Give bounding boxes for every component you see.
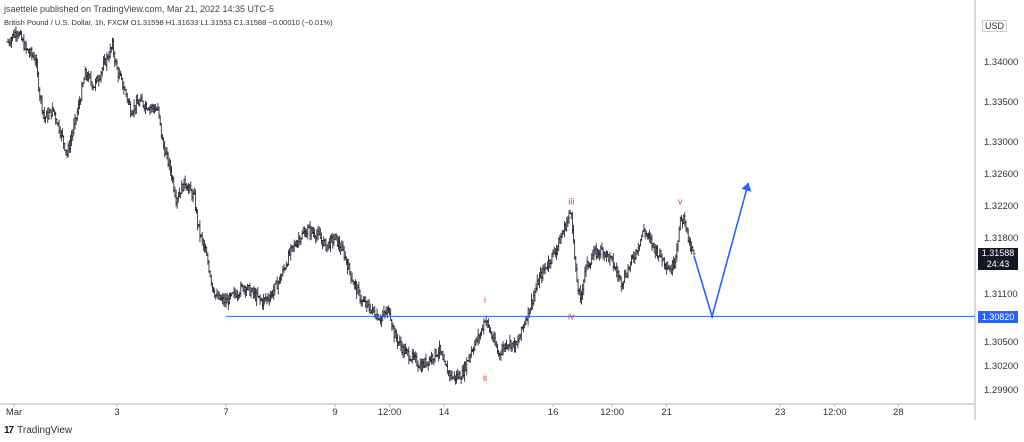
currency-label[interactable]: USD [982, 20, 1008, 32]
x-tick-label: Mar [6, 407, 22, 418]
y-tick-label: 1.30500 [984, 337, 1018, 348]
x-tick-label: 28 [893, 407, 904, 418]
y-tick-label: 1.33000 [984, 137, 1018, 148]
x-tick-label: 3 [114, 407, 119, 418]
y-tick-label: 1.29900 [984, 385, 1018, 396]
footer: 17 TradingView [4, 425, 72, 436]
y-tick-label: 1.34000 [984, 57, 1018, 68]
wave-label-ii: ii [483, 373, 487, 383]
last-price-tag: 1.31588 24:43 [978, 248, 1018, 270]
x-tick-label: 7 [223, 407, 228, 418]
bar-countdown: 24:43 [986, 259, 1010, 269]
publisher-line: jsaettele published on TradingView.com, … [4, 4, 274, 14]
wave-label-iii: iii [568, 196, 574, 206]
x-tick-label: 14 [439, 407, 450, 418]
wave-label-i: i [484, 295, 486, 305]
symbol-line: British Pound / U.S. Dollar, 1h, FXCM O1… [4, 18, 333, 27]
y-tick-label: 1.32600 [984, 169, 1018, 180]
level-price-tag: 1.30820 [978, 311, 1018, 323]
last-price: 1.31588 [981, 248, 1015, 258]
symbol-name: British Pound / U.S. Dollar, 1h, FXCM [4, 18, 129, 27]
wave-label-iv: iv [568, 312, 575, 322]
projection-path [693, 182, 750, 320]
ohlc-values: O1.31598 H1.31633 L1.31553 C1.31588 −0.0… [130, 18, 333, 27]
x-tick-label: 9 [332, 407, 337, 418]
y-tick-label: 1.30200 [984, 361, 1018, 372]
projection-arrowhead [741, 182, 752, 192]
y-tick-label: 1.32200 [984, 201, 1018, 212]
y-tick-label: 1.31800 [984, 233, 1018, 244]
y-tick-label: 1.33500 [984, 97, 1018, 108]
x-tick-label: 12:00 [823, 407, 847, 418]
x-tick-label: 16 [548, 407, 559, 418]
x-tick-label: 12:00 [600, 407, 624, 418]
x-tick-label: 21 [661, 407, 672, 418]
x-tick-label: 23 [775, 407, 786, 418]
tradingview-logo-icon: 17 [4, 425, 14, 436]
wave-label-v: v [678, 196, 683, 206]
x-tick-label: 12:00 [378, 407, 402, 418]
brand-name: TradingView [17, 425, 73, 436]
y-tick-label: 1.31100 [984, 289, 1018, 300]
